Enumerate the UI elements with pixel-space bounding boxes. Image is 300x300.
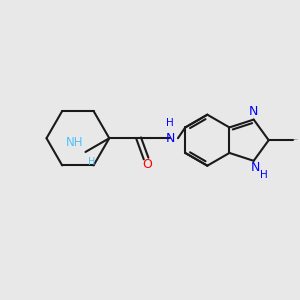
Text: N: N <box>251 161 260 174</box>
Text: H: H <box>260 169 267 180</box>
Text: NH: NH <box>66 136 83 149</box>
Text: methyl: methyl <box>294 139 299 140</box>
Text: H: H <box>166 118 174 128</box>
Text: O: O <box>142 158 152 171</box>
Text: N: N <box>249 105 258 118</box>
Text: H: H <box>88 157 96 167</box>
Text: N: N <box>165 132 175 145</box>
